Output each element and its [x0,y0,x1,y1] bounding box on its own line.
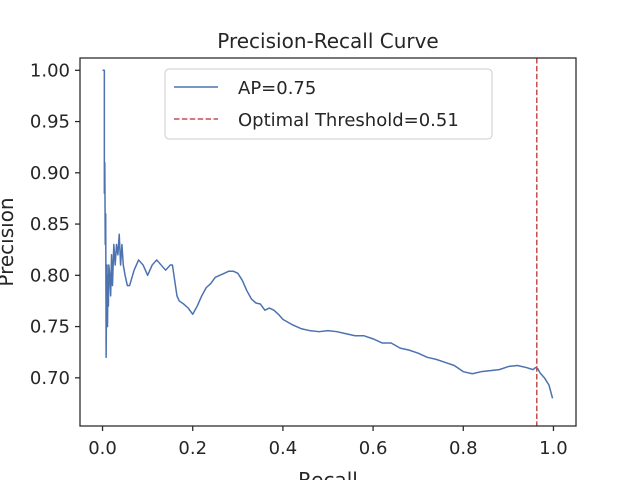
plot-frame [79,57,577,427]
y-tick-label: 0.70 [30,368,70,389]
x-tick-label: 0.0 [88,438,117,459]
x-tick-label: 0.2 [178,438,207,459]
y-tick-label: 0.95 [30,112,70,133]
legend: AP=0.75 Optimal Threshold=0.51 [164,68,493,140]
legend-box [164,68,493,140]
legend-label-ap: AP=0.75 [238,78,316,99]
x-tick-label: 0.6 [359,438,388,459]
y-tick-label: 0.80 [30,265,70,286]
y-axis-ticks: 0.70 0.75 0.80 0.85 0.90 0.95 1.00 [30,60,80,389]
x-axis-ticks: 0.0 0.2 0.4 0.6 0.8 1.0 [88,426,568,459]
series-line-ap [102,69,554,399]
plot-content [102,58,554,426]
y-tick-label: 0.90 [30,163,70,184]
y-tick-label: 0.75 [30,317,70,338]
chart-title: Precision-Recall Curve [217,29,438,53]
x-tick-label: 1.0 [539,438,568,459]
y-axis-label: Precision [0,197,18,286]
x-tick-label: 0.4 [269,438,298,459]
x-tick-label: 0.8 [449,438,478,459]
x-axis-label: Recall [298,468,358,480]
y-tick-label: 0.85 [30,214,70,235]
y-tick-label: 1.00 [30,60,70,81]
legend-label-threshold: Optimal Threshold=0.51 [238,110,459,131]
